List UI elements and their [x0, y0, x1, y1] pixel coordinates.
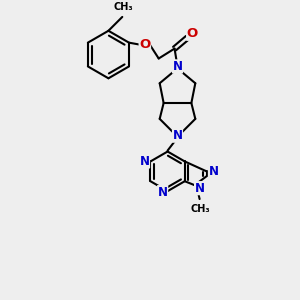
Text: O: O [139, 38, 151, 51]
Text: N: N [208, 165, 218, 178]
Text: N: N [172, 129, 182, 142]
Text: N: N [172, 60, 182, 73]
Text: CH₃: CH₃ [191, 204, 210, 214]
Text: N: N [195, 182, 205, 195]
Text: N: N [158, 186, 168, 199]
Text: CH₃: CH₃ [113, 2, 133, 12]
Text: O: O [187, 27, 198, 40]
Text: N: N [140, 155, 149, 168]
